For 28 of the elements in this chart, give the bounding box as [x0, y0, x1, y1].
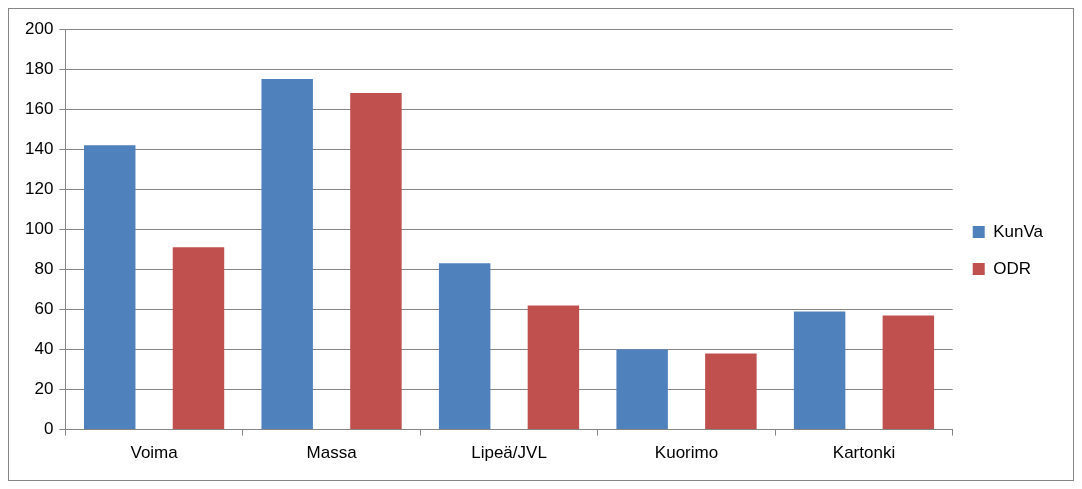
- y-tick-label: 120: [24, 178, 54, 198]
- bar: [438, 263, 491, 430]
- y-tick-label: 200: [24, 18, 54, 38]
- x-tick-label: Voima: [130, 443, 179, 463]
- y-tick-label: 140: [24, 138, 54, 158]
- bar: [616, 349, 668, 430]
- y-tick-label: 160: [24, 98, 54, 118]
- bar: [705, 353, 757, 430]
- bar: [527, 305, 580, 430]
- legend-label: ODR: [993, 258, 1031, 278]
- y-tick-label: 80: [34, 259, 54, 279]
- bar: [261, 79, 313, 430]
- bar: [882, 315, 935, 430]
- bar: [84, 145, 136, 430]
- x-tick-label: Kuorimo: [654, 443, 719, 463]
- y-tick-label: 180: [24, 58, 54, 78]
- bar: [350, 93, 402, 430]
- x-tick-label: Lipeä/JVL: [471, 443, 547, 463]
- y-tick-label: 0: [43, 419, 54, 439]
- x-tick-label: Kartonki: [832, 443, 896, 463]
- legend-label: KunVa: [993, 221, 1044, 241]
- y-tick-label: 100: [24, 218, 54, 238]
- x-tick-label: Massa: [306, 443, 358, 463]
- y-tick-label: 60: [34, 299, 54, 319]
- bar: [793, 311, 846, 430]
- bar: [172, 247, 225, 430]
- y-tick-label: 20: [34, 379, 54, 399]
- y-tick-label: 40: [34, 339, 54, 359]
